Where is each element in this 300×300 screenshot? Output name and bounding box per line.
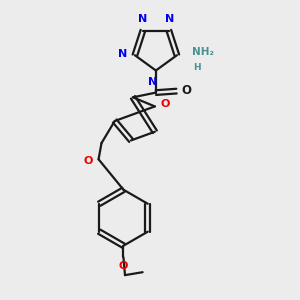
- Text: O: O: [161, 99, 170, 109]
- Text: O: O: [84, 156, 93, 166]
- Text: O: O: [182, 84, 192, 97]
- Text: N: N: [138, 14, 147, 24]
- Text: N: N: [118, 49, 128, 59]
- Text: N: N: [165, 14, 174, 24]
- Text: H: H: [193, 63, 201, 72]
- Text: NH₂: NH₂: [192, 47, 214, 57]
- Text: O: O: [119, 261, 128, 271]
- Text: N: N: [148, 77, 158, 87]
